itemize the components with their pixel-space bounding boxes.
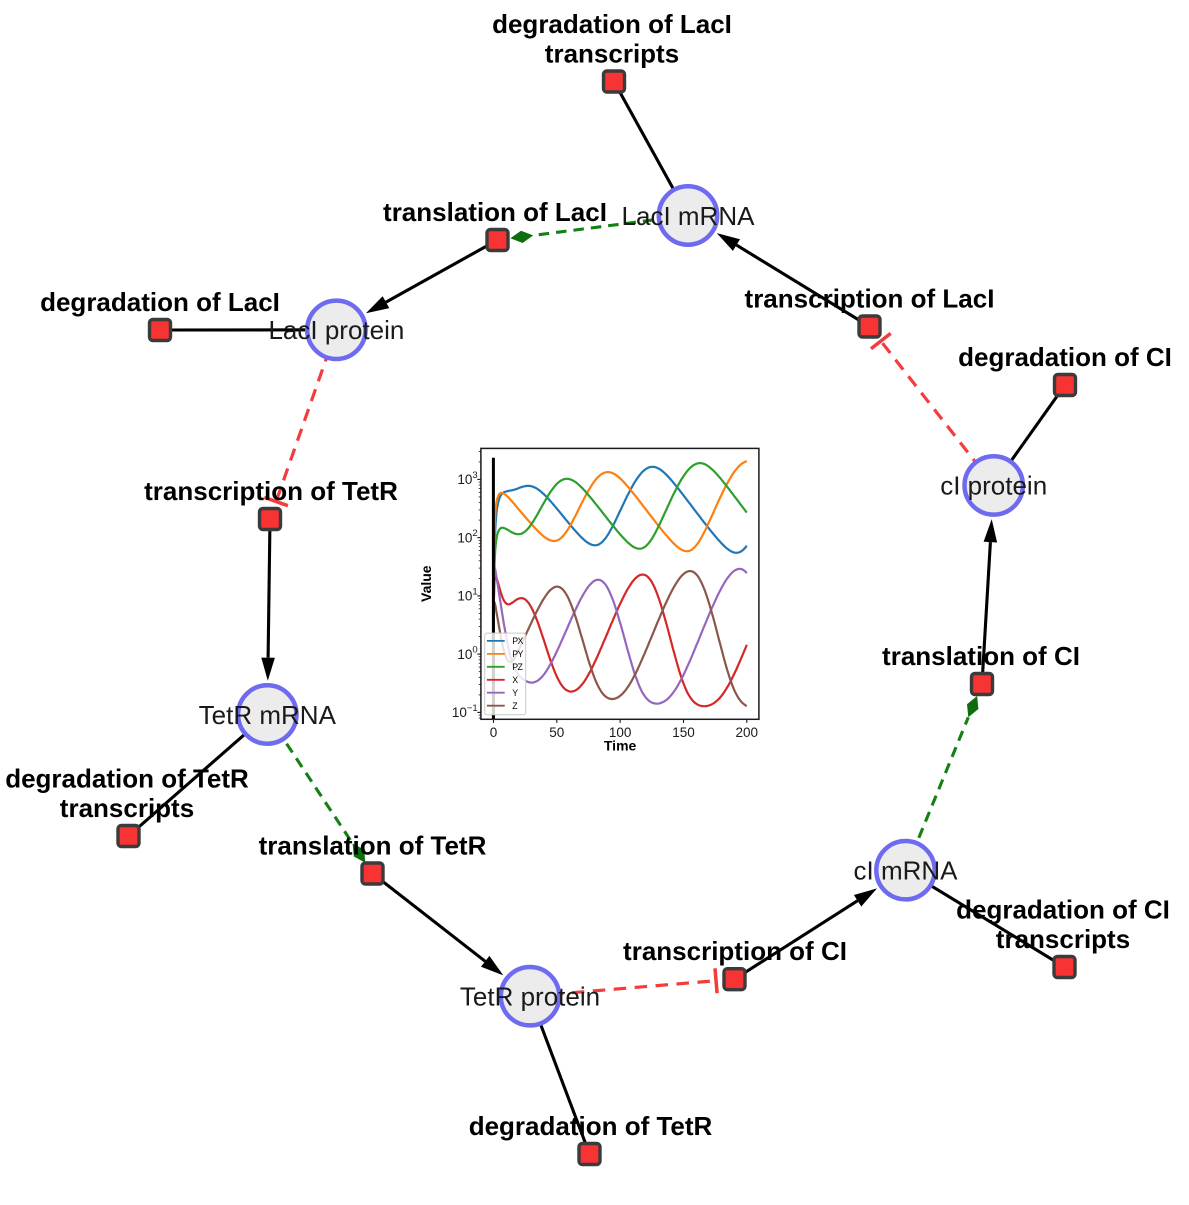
svg-text:TetR mRNA: TetR mRNA xyxy=(199,700,337,730)
svg-text:cI protein: cI protein xyxy=(940,471,1047,501)
svg-text:Y: Y xyxy=(512,688,518,698)
svg-text:transcripts: transcripts xyxy=(996,924,1130,954)
svg-text:X: X xyxy=(512,675,518,685)
svg-text:Value: Value xyxy=(418,565,434,602)
svg-text:degradation of TetR: degradation of TetR xyxy=(469,1111,713,1141)
svg-text:PZ: PZ xyxy=(512,662,523,672)
svg-text:cI mRNA: cI mRNA xyxy=(854,856,959,886)
svg-text:150: 150 xyxy=(672,725,695,740)
svg-text:0: 0 xyxy=(490,725,498,740)
svg-text:degradation of LacI: degradation of LacI xyxy=(492,9,732,39)
svg-text:PY: PY xyxy=(512,649,523,659)
svg-text:translation of LacI: translation of LacI xyxy=(383,197,607,227)
svg-text:PX: PX xyxy=(512,636,523,646)
svg-text:translation of CI: translation of CI xyxy=(882,641,1080,671)
svg-text:transcripts: transcripts xyxy=(545,38,679,68)
svg-text:200: 200 xyxy=(736,725,759,740)
svg-text:TetR protein: TetR protein xyxy=(460,982,600,1012)
svg-text:50: 50 xyxy=(549,725,564,740)
svg-text:transcripts: transcripts xyxy=(60,793,194,823)
svg-text:degradation of CI: degradation of CI xyxy=(956,895,1170,925)
svg-text:degradation of LacI: degradation of LacI xyxy=(40,287,280,317)
svg-text:transcription of CI: transcription of CI xyxy=(623,936,847,966)
svg-text:LacI mRNA: LacI mRNA xyxy=(622,201,756,231)
svg-text:transcription of LacI: transcription of LacI xyxy=(745,283,995,313)
svg-text:transcription of TetR: transcription of TetR xyxy=(144,476,398,506)
svg-text:Time: Time xyxy=(604,738,637,754)
svg-text:degradation of TetR: degradation of TetR xyxy=(5,764,249,794)
svg-text:degradation of CI: degradation of CI xyxy=(958,342,1172,372)
svg-text:LacI protein: LacI protein xyxy=(268,315,404,345)
svg-text:translation of TetR: translation of TetR xyxy=(259,830,487,860)
